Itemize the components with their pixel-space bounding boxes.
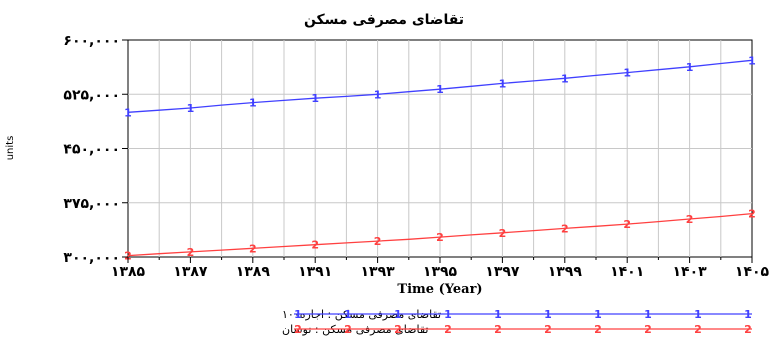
legend-marker-1: 1 — [294, 308, 302, 321]
series-1-point: 1 — [249, 97, 257, 110]
series-2-point: 2 — [374, 235, 382, 248]
legend-marker-2: 2 — [594, 323, 602, 336]
series-1-point: 1 — [561, 72, 569, 85]
legend-marker-1: 1 — [394, 308, 402, 321]
x-tick-label: ۱۳۸۹ — [236, 264, 271, 280]
legend-marker-1: 1 — [444, 308, 452, 321]
series-2-point: 2 — [623, 218, 631, 231]
legend-marker-1: 1 — [694, 308, 702, 321]
legend-marker-1: 1 — [644, 308, 652, 321]
x-tick-label: ۱۳۹۷ — [485, 264, 520, 280]
legend-marker-1: 1 — [744, 308, 752, 321]
y-axis-label: units — [5, 136, 16, 161]
y-tick-label: ۶۰۰,۰۰۰ — [63, 33, 120, 49]
legend-marker-1: 1 — [594, 308, 602, 321]
x-axis-label: Time (Year) — [397, 282, 482, 297]
x-tick-label: ۱۴۰۵ — [735, 264, 770, 280]
legend-marker-1: 1 — [344, 308, 352, 321]
legend-marker-2: 2 — [644, 323, 652, 336]
x-axis: ۱۳۸۵ ۱۳۸۷ ۱۳۸۹ ۱۳۹۱ ۱۳۹۳ ۱۳۹۵ ۱۳۹۷ ۱۳۹۹ ۱۴۰۱ ۱۴۰۳… — [111, 257, 770, 280]
legend-marker-2: 2 — [744, 323, 752, 336]
series-2-point: 2 — [561, 222, 569, 235]
series-1-point: 1 — [124, 106, 132, 119]
legend-marker-2: 2 — [394, 323, 402, 336]
series-2-point: 2 — [436, 231, 444, 244]
chart-title: تقاضای مصرفی مسکن — [304, 12, 464, 28]
series-2-point: 2 — [748, 208, 756, 221]
series-1-point: 1 — [623, 67, 631, 80]
series-2-point: 2 — [686, 213, 694, 226]
legend-marker-1: 1 — [494, 308, 502, 321]
x-tick-label: ۱۴۰۱ — [610, 264, 644, 280]
series-1-point: 1 — [187, 102, 195, 115]
series-2-point: 2 — [499, 227, 507, 240]
y-tick-label: ۳۰۰,۰۰۰ — [63, 250, 120, 266]
y-tick-label: ۵۲۵,۰۰۰ — [63, 87, 120, 103]
series-2-point: 2 — [187, 246, 195, 259]
y-tick-label: ۴۵۰,۰۰۰ — [63, 142, 120, 158]
series-layer: 1 1 1 1 1 1 1 1 1 1 1 2 2 2 2 2 2 2 2 2 2 2 — [124, 54, 756, 262]
x-tick-label: ۱۳۹۹ — [548, 264, 583, 280]
series-2-point: 2 — [124, 250, 132, 263]
legend-marker-2: 2 — [494, 323, 502, 336]
x-tick-label: ۱۳۸۷ — [173, 264, 208, 280]
x-tick-label: ۱۳۹۳ — [361, 264, 396, 280]
y-tick-label: ۳۷۵,۰۰۰ — [63, 196, 120, 212]
x-tick-label: ۱۳۹۱ — [298, 264, 332, 280]
legend-marker-2: 2 — [694, 323, 702, 336]
series-1-point: 1 — [436, 83, 444, 96]
x-tick-label: ۱۴۰۳ — [673, 264, 708, 280]
series-2-point: 2 — [311, 239, 319, 252]
x-tick-label: ۱۳۸۵ — [111, 264, 146, 280]
legend-marker-2: 2 — [544, 323, 552, 336]
series-1-point: 1 — [499, 77, 507, 90]
series-2: 2 2 2 2 2 2 2 2 2 2 2 — [124, 208, 756, 263]
grid — [128, 40, 752, 257]
legend-marker-2: 2 — [344, 323, 352, 336]
legend-marker-2: 2 — [294, 323, 302, 336]
series-1-line — [127, 59, 753, 113]
series-1-point: 1 — [748, 54, 756, 67]
series-2-point: 2 — [249, 242, 257, 255]
series-1-point: 1 — [374, 88, 382, 101]
series-1-point: 1 — [311, 92, 319, 105]
series-1: 1 1 1 1 1 1 1 1 1 1 1 — [124, 54, 756, 119]
legend-marker-2: 2 — [444, 323, 452, 336]
series-1-point: 1 — [686, 61, 694, 74]
legend-marker-1: 1 — [544, 308, 552, 321]
y-axis: ۳۰۰,۰۰۰ ۳۷۵,۰۰۰ ۴۵۰,۰۰۰ ۵۲۵,۰۰۰ ۶۰۰,۰۰۰ — [63, 33, 128, 266]
series-2-line — [127, 212, 753, 257]
x-tick-label: ۱۳۹۵ — [423, 264, 458, 280]
